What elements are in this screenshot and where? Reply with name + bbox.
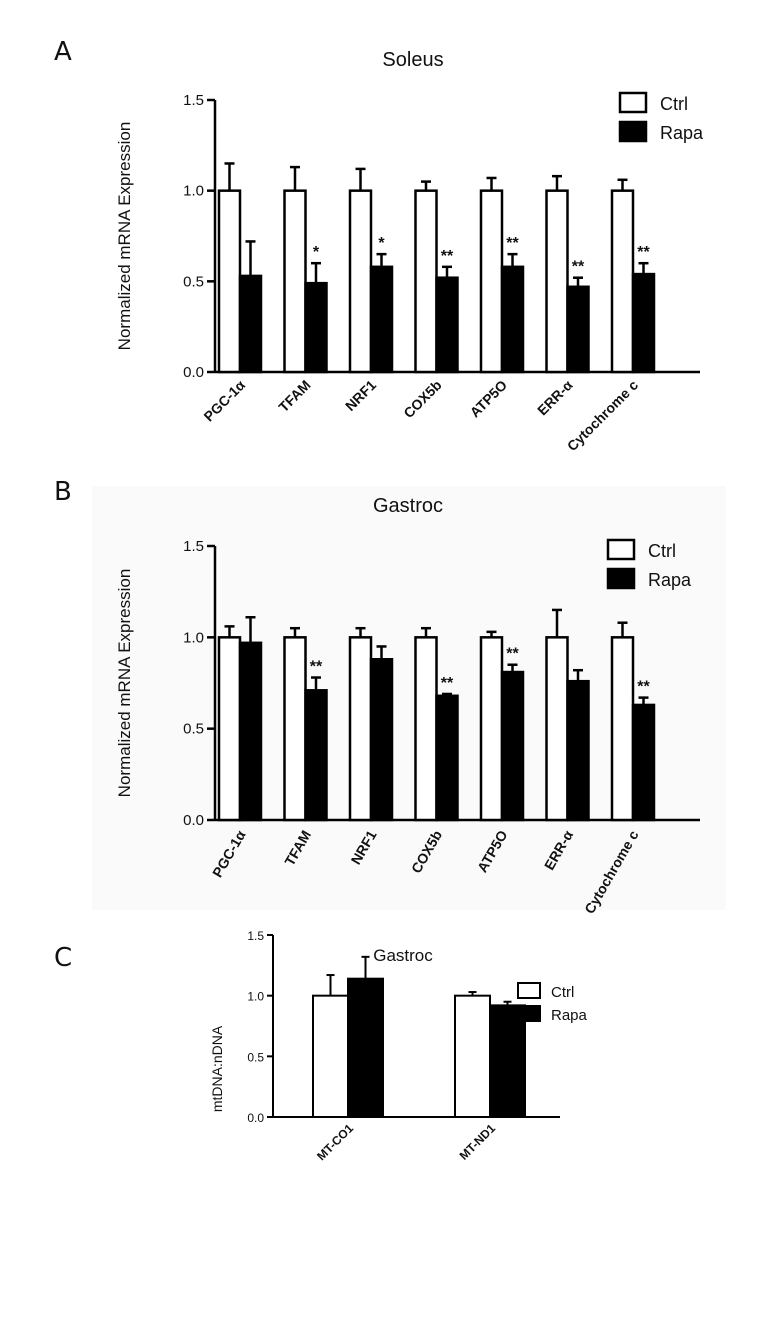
chart-panel-b: Gastroc Normalized mRNA Expression 0.0 0.… <box>115 495 700 916</box>
significance-marker: * <box>313 244 320 261</box>
significance-marker: ** <box>506 646 519 663</box>
legend: Ctrl Rapa <box>517 982 588 1024</box>
bar-ctrl-nrf1 <box>348 636 373 822</box>
significance-marker: ** <box>637 679 650 696</box>
bar-ctrl-cytochrome-c <box>610 189 635 374</box>
y-tick-label: 1.5 <box>183 538 204 555</box>
significance-marker: ** <box>637 244 650 261</box>
bar-ctrl-err-alpha <box>545 189 569 374</box>
legend: Ctrl Rapa <box>606 538 692 590</box>
bar-ctrl-pgc-1alpha <box>217 189 242 374</box>
legend-swatch-ctrl <box>517 982 541 999</box>
legend-label-rapa: Rapa <box>551 1007 588 1024</box>
panel-label-c: C <box>54 943 72 973</box>
bar-rapa-cox5b <box>435 276 459 374</box>
legend-label-rapa: Rapa <box>660 123 704 143</box>
y-tick-label: 0.0 <box>183 812 204 829</box>
bar-ctrl-tfam <box>283 636 307 822</box>
y-axis-label: mtDNA:nDNA <box>209 1025 225 1112</box>
bar-rapa-pgc-1alpha <box>238 641 263 822</box>
panel-label-a: A <box>54 37 72 67</box>
bar-rapa-atp5o <box>500 265 525 374</box>
y-tick-label: 0.0 <box>183 364 204 381</box>
chart-title: Gastroc <box>373 946 433 965</box>
legend: Ctrl Rapa <box>618 91 704 143</box>
bar-rapa-tfam <box>304 281 328 374</box>
y-tick-label: 0.5 <box>183 721 204 738</box>
chart-title: Gastroc <box>373 495 443 517</box>
legend-label-ctrl: Ctrl <box>648 541 676 561</box>
legend-label-ctrl: Ctrl <box>551 984 574 1001</box>
bar-rapa-mt-co1 <box>347 977 384 1118</box>
chart-panel-c: Gastroc mtDNA:nDNA 0.00.51.01.5MT-CO1 MT-… <box>209 929 588 1163</box>
bar-ctrl-pgc-1alpha <box>217 636 242 822</box>
bar-ctrl-tfam <box>283 189 307 374</box>
y-tick-label: 1.0 <box>247 990 264 1004</box>
y-tick-label: 1.5 <box>183 92 204 109</box>
legend-swatch-ctrl <box>618 91 648 114</box>
significance-marker: ** <box>441 675 454 692</box>
bar-ctrl-atp5o <box>479 636 504 822</box>
significance-marker: * <box>378 235 385 252</box>
legend-swatch-ctrl <box>606 538 636 561</box>
y-axis-label: Normalized mRNA Expression <box>115 122 134 351</box>
y-tick-label: 0.5 <box>183 273 204 290</box>
y-tick-label: 1.0 <box>183 629 204 646</box>
bar-ctrl-err-alpha <box>545 636 569 822</box>
significance-marker: ** <box>310 659 323 676</box>
bar-ctrl-mt-co1 <box>312 994 349 1119</box>
bar-rapa-nrf1 <box>369 265 394 374</box>
panel-label-b: B <box>54 477 72 507</box>
y-axis-label: Normalized mRNA Expression <box>115 569 134 798</box>
bar-ctrl-cox5b <box>414 189 438 374</box>
bar-rapa-err-alpha <box>566 285 590 374</box>
y-tick-label: 0.0 <box>247 1111 264 1125</box>
y-tick-label: 1.5 <box>247 929 264 943</box>
bar-rapa-tfam <box>304 689 328 822</box>
bar-rapa-nrf1 <box>369 658 394 822</box>
bar-rapa-mt-nd1 <box>489 1004 526 1119</box>
bar-ctrl-cytochrome-c <box>610 636 635 822</box>
significance-marker: ** <box>506 235 519 252</box>
bar-rapa-pgc-1alpha <box>238 274 263 374</box>
bar-ctrl-nrf1 <box>348 189 373 374</box>
y-tick-label: 1.0 <box>183 183 204 200</box>
legend-swatch-rapa <box>517 1005 541 1022</box>
significance-marker: ** <box>441 248 454 265</box>
bar-rapa-atp5o <box>500 670 525 822</box>
bar-ctrl-cox5b <box>414 636 438 822</box>
chart-title: Soleus <box>382 49 443 71</box>
significance-marker: ** <box>572 259 585 276</box>
legend-swatch-rapa <box>606 567 636 590</box>
legend-swatch-rapa <box>618 120 648 143</box>
y-tick-label: 0.5 <box>247 1050 264 1064</box>
legend-label-ctrl: Ctrl <box>660 94 688 114</box>
bar-ctrl-mt-nd1 <box>454 994 491 1119</box>
bar-rapa-cytochrome-c <box>631 272 656 374</box>
bar-rapa-cytochrome-c <box>631 703 656 822</box>
legend-label-rapa: Rapa <box>648 570 692 590</box>
bar-rapa-err-alpha <box>566 679 590 822</box>
bar-rapa-cox5b <box>435 694 459 822</box>
bar-ctrl-atp5o <box>479 189 504 374</box>
